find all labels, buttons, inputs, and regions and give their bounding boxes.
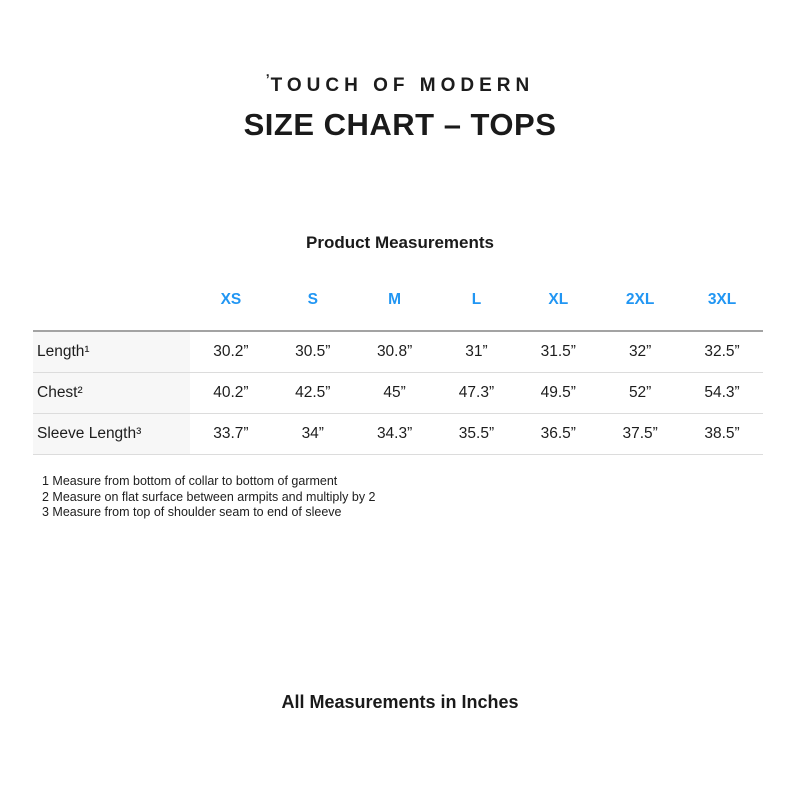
footnote-2: 2 Measure on flat surface between armpit… (42, 489, 376, 504)
chest-l-cell: 47.3” (458, 383, 495, 401)
measurements-table-container: XS S M L XL 2XL 3XL Length¹ 30.2” 30.5” … (33, 288, 763, 455)
size-col-header-s: S (307, 291, 318, 308)
brand-logo-text: TOUCH OF MODERN (270, 75, 535, 96)
brand-logo: ʼTOUCH OF MODERN (0, 71, 800, 97)
chest-xl-cell: 49.5” (540, 383, 576, 401)
size-col-header-m: M (388, 291, 402, 308)
sleeve-s-cell: 34” (301, 424, 324, 442)
row-label-sleeve-length: Sleeve Length³ (33, 413, 190, 454)
length-xs-cell: 30.2” (213, 342, 249, 360)
sleeve-2xl-cell: 37.5” (622, 424, 658, 442)
size-col-header-xs: XS (220, 291, 242, 308)
size-table: XS S M L XL 2XL 3XL Length¹ 30.2” 30.5” … (33, 288, 763, 455)
footnote-1: 1 Measure from bottom of collar to botto… (42, 474, 338, 488)
page-title: SIZE CHART – TOPS (243, 107, 557, 142)
table-caption: Product Measurements (306, 233, 494, 252)
size-header-row: XS S M L XL 2XL 3XL (33, 288, 763, 331)
chest-xs-cell: 40.2” (213, 383, 249, 401)
table-row-chest: Chest² 40.2” 42.5” 45” 47.3” 49.5” 52” 5… (33, 372, 763, 413)
length-3xl-cell: 32.5” (704, 342, 740, 360)
sleeve-xl-cell: 36.5” (540, 424, 576, 442)
chest-s-cell: 42.5” (295, 383, 331, 401)
row-label-length: Length¹ (33, 331, 190, 372)
chest-3xl-cell: 54.3” (704, 383, 740, 401)
length-xl-cell: 31.5” (540, 342, 576, 360)
footnote-3: 3 Measure from top of shoulder seam to e… (42, 505, 342, 519)
table-row-sleeve-length: Sleeve Length³ 33.7” 34” 34.3” 35.5” 36.… (33, 413, 763, 454)
size-col-header-2xl: 2XL (625, 291, 655, 308)
chest-m-cell: 45” (383, 383, 406, 401)
chest-2xl-cell: 52” (628, 383, 652, 401)
sleeve-m-cell: 34.3” (376, 424, 413, 442)
sleeve-3xl-cell: 38.5” (704, 424, 740, 442)
measurement-footnotes: 1 Measure from bottom of collar to botto… (42, 474, 376, 521)
length-s-cell: 30.5” (295, 342, 331, 360)
logo-tick-mark: ʼ (265, 71, 271, 87)
size-col-header-3xl: 3XL (707, 291, 737, 308)
sleeve-l-cell: 35.5” (458, 424, 495, 442)
size-col-header-xl: XL (548, 291, 569, 308)
length-l-cell: 31” (465, 342, 488, 360)
length-m-cell: 30.8” (376, 342, 413, 360)
sleeve-xs-cell: 33.7” (213, 424, 249, 442)
size-col-header-l: L (471, 291, 482, 308)
table-row-length: Length¹ 30.2” 30.5” 30.8” 31” 31.5” 32” … (33, 331, 763, 372)
length-2xl-cell: 32” (628, 342, 652, 360)
footer-note: All Measurements in Inches (281, 692, 519, 712)
corner-cell (33, 288, 190, 331)
row-label-chest: Chest² (33, 372, 190, 413)
